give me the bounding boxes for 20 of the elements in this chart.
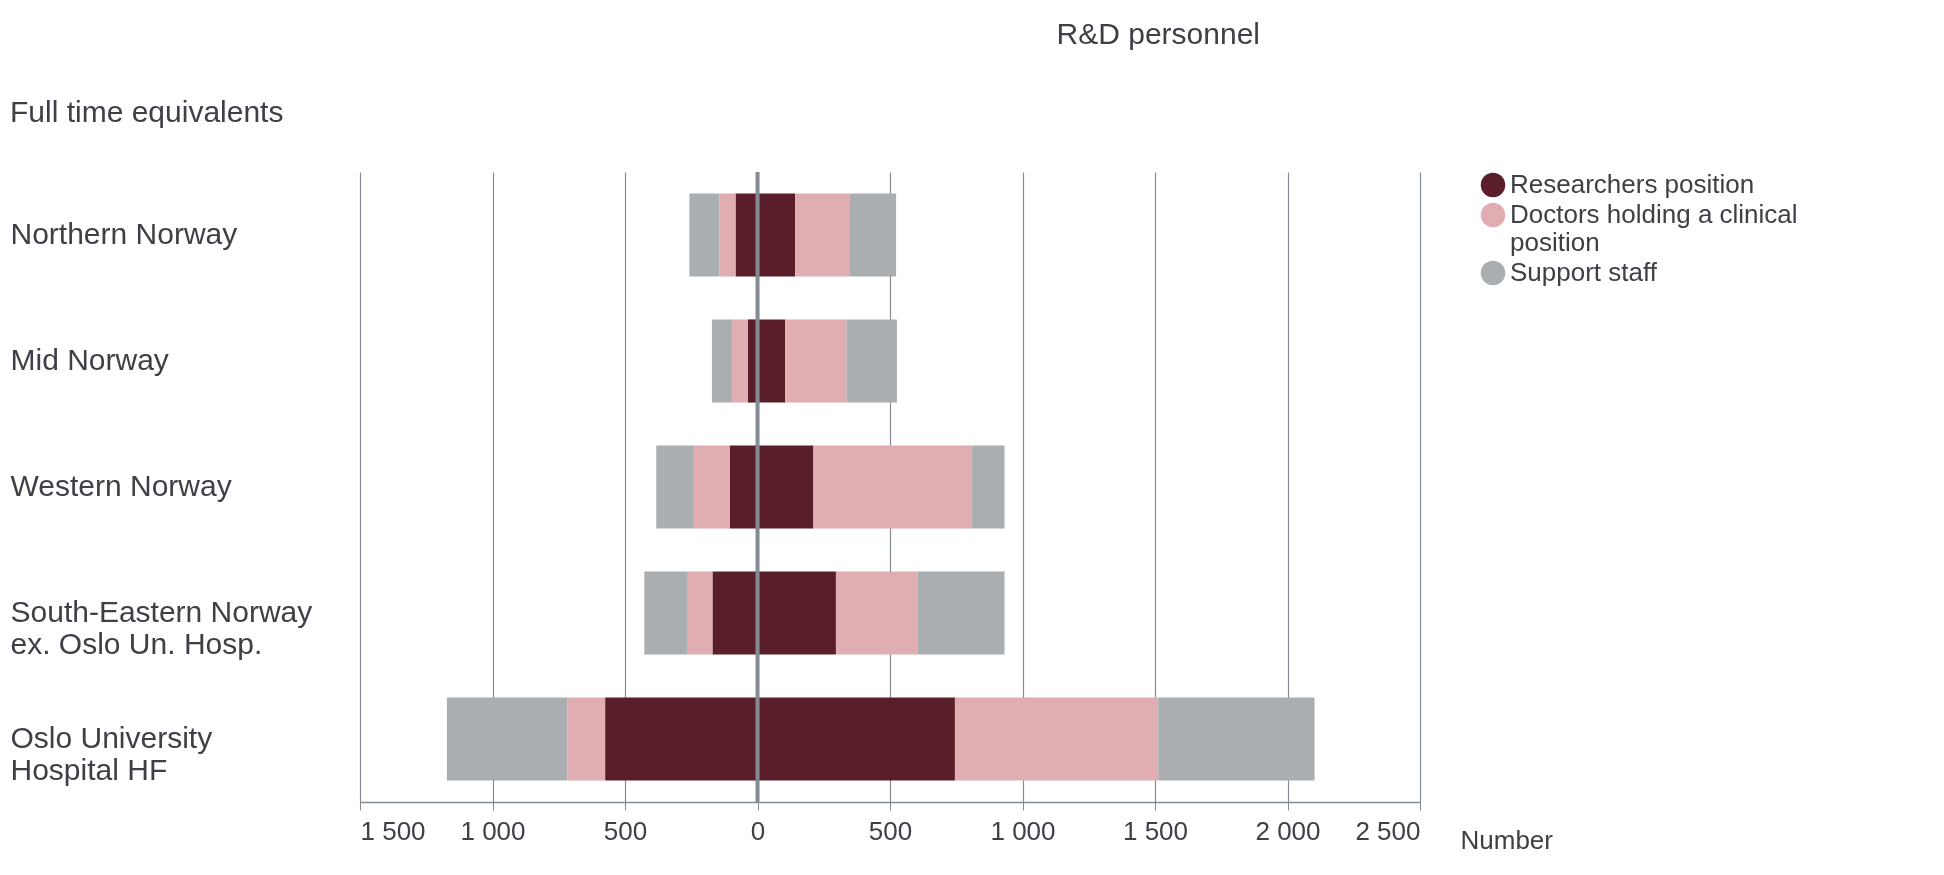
x-tick-label: 1 000: [460, 815, 526, 846]
y-tick-label: Western Norway: [10, 469, 232, 502]
y-tick-label: Northern Norway: [10, 217, 238, 250]
y-tick-label: Mid Norway: [10, 343, 169, 376]
chart-title: R&D personnel: [1056, 17, 1260, 50]
x-tick-label: 1 500: [360, 815, 426, 846]
legend-label: Support staff: [1510, 257, 1658, 287]
x-axis-title: Number: [1460, 824, 1554, 855]
x-tick-label: 500: [603, 815, 648, 846]
x-tick-label: 1 000: [990, 815, 1056, 846]
text: Full time equivalents: [10, 95, 284, 128]
x-tick-label: 0: [750, 815, 766, 846]
legend-label: Doctors holding a clinical position: [1510, 199, 1798, 257]
x-tick-label: 2 000: [1255, 815, 1321, 846]
y-tick-label: Oslo University Hospital HF: [10, 721, 213, 786]
x-tick-label: 2 500: [1355, 815, 1421, 846]
x-tick-label: 1 500: [1122, 815, 1189, 846]
legend-label: Researchers position: [1510, 169, 1755, 199]
x-tick-label: 500: [868, 815, 913, 846]
y-tick-label: South-Eastern Norway ex. Oslo Un. Hosp.: [10, 595, 313, 660]
